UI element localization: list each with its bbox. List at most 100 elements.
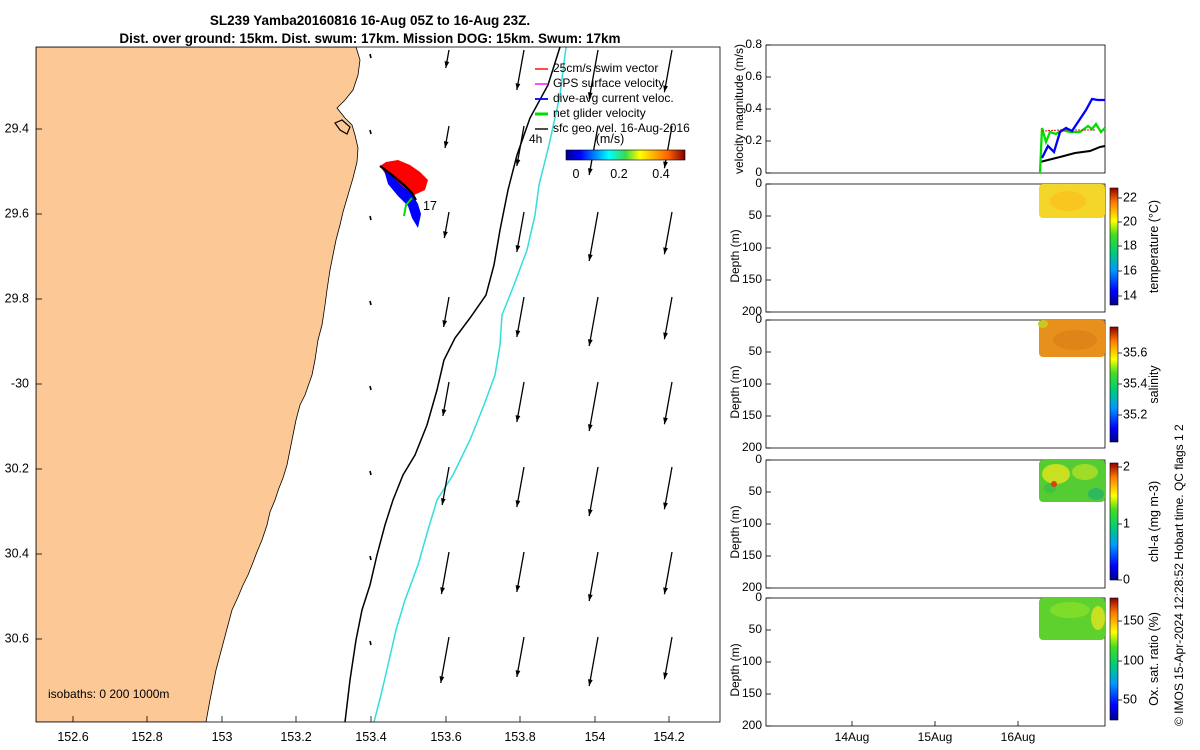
map-y-tick-label: 30.2: [5, 461, 29, 475]
velocity-ylabel: velocity magnitude (m/s): [732, 44, 746, 174]
section-colorbar: [1109, 462, 1119, 581]
depth-tick-label: 200: [742, 304, 762, 318]
map-x-tick-label: 152.6: [57, 730, 88, 744]
depth-tick-label: 200: [742, 718, 762, 732]
colorbar-tick-label: 50: [1123, 692, 1137, 706]
colorbar-tick-label: 0.2: [610, 167, 627, 181]
chart-title-line2: Dist. over ground: 15km. Dist. swum: 17k…: [119, 31, 621, 46]
depth-tick-label: 150: [742, 272, 762, 286]
depth-axis-label: Depth (m): [728, 505, 742, 558]
depth-tick-label: 50: [749, 208, 763, 222]
depth-tick-label: 0: [755, 452, 762, 466]
map-y-tick-label: 30.4: [5, 546, 29, 560]
depth-tick-label: 100: [742, 516, 762, 530]
speed-colorbar: [565, 149, 686, 161]
colorbar-tick-label: 18: [1123, 238, 1137, 252]
map-y-tick-label: -30: [11, 376, 29, 390]
chla-section-data: [1039, 460, 1105, 502]
colorbar-label: temperature (°C): [1147, 200, 1161, 293]
depth-tick-label: 150: [742, 686, 762, 700]
oxsat-section-data: [1039, 598, 1105, 640]
duration-label: 4h: [529, 132, 542, 146]
depth-tick-label: 150: [742, 548, 762, 562]
colorbar-label: salinity: [1147, 365, 1161, 404]
map-y-ticks: 29.4 29.6 29.8 -30 30.2 30.4 30.6: [5, 121, 42, 645]
section-colorbar: [1109, 187, 1119, 306]
colorbar-tick-label: 0: [573, 167, 580, 181]
glider-track: [379, 160, 428, 228]
temperature-section-data: [1039, 184, 1105, 218]
velocity-axes-frame: [765, 44, 1106, 174]
map-y-tick-label: 29.6: [5, 206, 29, 220]
credit-text: © IMOS 15-Apr-2024 12:28:52 Hobart time.…: [1172, 424, 1186, 726]
section-colorbar: [1109, 326, 1119, 443]
section-colorbar: [1109, 597, 1119, 721]
date-tick-label: 16Aug: [1001, 730, 1036, 744]
map-x-tick-label: 153.4: [355, 730, 386, 744]
date-tick-label: 15Aug: [918, 730, 953, 744]
isobath-200m: [344, 47, 561, 722]
legend-geo-label: sfc geo. vel. 16-Aug-2016: [553, 121, 690, 135]
map-y-tick-label: 29.4: [5, 121, 29, 135]
legend-current-label: dive-avg current veloc.: [553, 91, 674, 105]
colorbar-tick-label: 150: [1123, 613, 1144, 627]
depth-tick-label: 0: [755, 176, 762, 190]
legend-swim-label: 25cm/s swim vector: [553, 61, 658, 75]
colorbar-tick-label: 20: [1123, 214, 1137, 228]
colorbar-tick-label: 35.2: [1123, 407, 1147, 421]
depth-tick-label: 50: [749, 344, 763, 358]
depth-tick-label: 150: [742, 408, 762, 422]
depth-tick-label: 100: [742, 240, 762, 254]
map-y-tick-label: 30.6: [5, 631, 29, 645]
map-x-tick-label: 154.2: [653, 730, 684, 744]
salinity-section-data: [1038, 320, 1105, 357]
map-x-tick-label: 154: [585, 730, 606, 744]
colorbar-tick-label: 35.6: [1123, 345, 1147, 359]
velocity-y-tick-label: 0.2: [745, 133, 762, 147]
colorbar-tick-label: 16: [1123, 263, 1137, 277]
depth-tick-label: 200: [742, 580, 762, 594]
colorbar-tick-label: 0.4: [652, 167, 669, 181]
colorbar-label: chl-a (mg m-3): [1147, 481, 1161, 562]
depth-axis-label: Depth (m): [728, 643, 742, 696]
isobaths-label: isobaths: 0 200 1000m: [48, 687, 169, 701]
geo-velocity-arrows: [369, 49, 673, 687]
date-tick-label: 14Aug: [835, 730, 870, 744]
colorbar-label: Ox. sat. ratio (%): [1147, 612, 1161, 706]
colorbar-tick-label: 35.4: [1123, 376, 1147, 390]
map-axes-frame: [35, 46, 721, 723]
map-x-tick-label: 153.2: [280, 730, 311, 744]
colorbar-tick-label: 22: [1123, 190, 1137, 204]
colorbar-tick-label: 0: [1123, 572, 1130, 586]
map-x-tick-label: 153.6: [430, 730, 461, 744]
colorbar-unit: (m/s): [596, 132, 624, 146]
map-x-tick-label: 153: [212, 730, 233, 744]
colorbar-tick-label: 14: [1123, 288, 1137, 302]
depth-tick-label: 0: [755, 312, 762, 326]
depth-tick-label: 50: [749, 484, 763, 498]
colorbar-tick-label: 100: [1123, 653, 1144, 667]
map-y-tick-label: 29.8: [5, 291, 29, 305]
map-x-tick-label: 153.8: [504, 730, 535, 744]
velocity-y-tick-label: 0.4: [745, 101, 762, 115]
velocity-y-tick-label: 0.8: [745, 37, 762, 51]
velocity-y-tick-label: 0.6: [745, 69, 762, 83]
land-mass: [36, 47, 361, 722]
depth-tick-label: 200: [742, 440, 762, 454]
depth-tick-label: 50: [749, 622, 763, 636]
chart-title-line1: SL239 Yamba20160816 16-Aug 05Z to 16-Aug…: [209, 13, 531, 28]
legend-net-label: net glider velocity: [553, 106, 646, 120]
depth-tick-label: 100: [742, 654, 762, 668]
isobath-1000m: [373, 47, 567, 722]
depth-tick-label: 0: [755, 590, 762, 604]
legend-gps-label: GPS surface velocity: [553, 76, 664, 90]
depth-axis-label: Depth (m): [728, 365, 742, 418]
colorbar-tick-label: 2: [1123, 459, 1130, 473]
map-x-tick-label: 152.8: [131, 730, 162, 744]
track-label: 17: [423, 199, 437, 213]
colorbar-tick-label: 1: [1123, 516, 1130, 530]
velocity-series: [1038, 97, 1106, 174]
map-legend: 25cm/s swim vector GPS surface velocity …: [529, 61, 690, 181]
velocity-y-tick-label: 0: [755, 165, 762, 179]
